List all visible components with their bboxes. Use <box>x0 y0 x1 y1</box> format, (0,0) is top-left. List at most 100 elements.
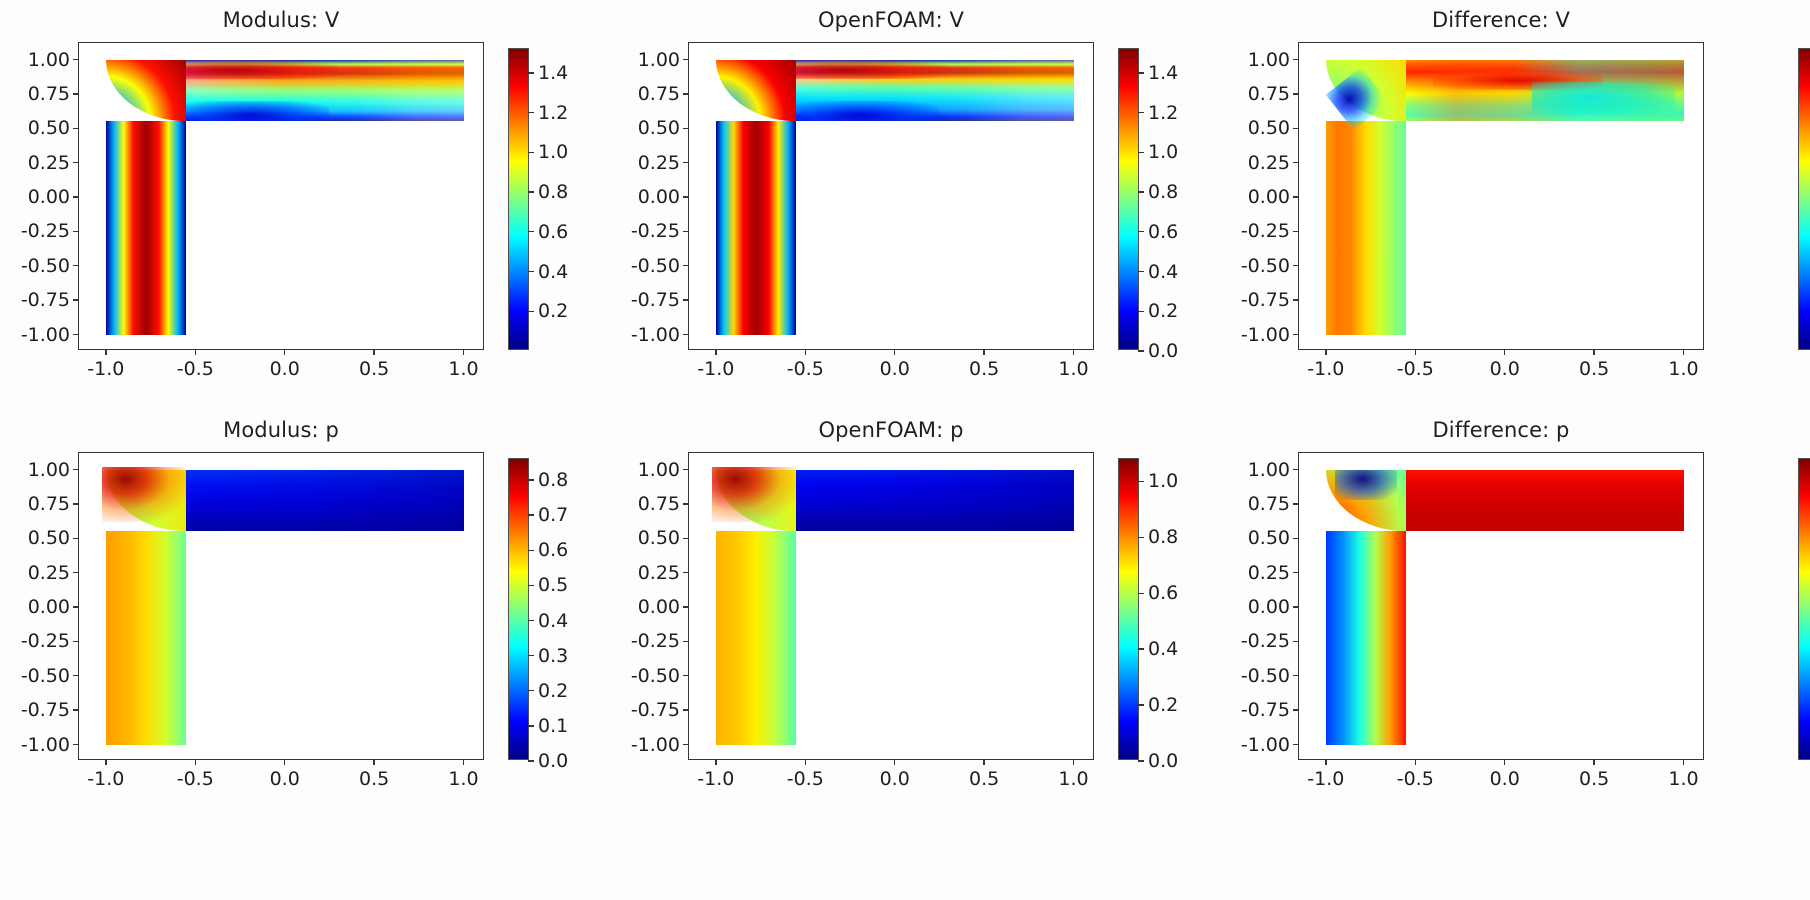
xtick-label: 0.0 <box>269 358 300 380</box>
xtick-mark <box>1325 759 1327 765</box>
xtick-label: 0.5 <box>359 358 390 380</box>
ytick-label: 1.00 <box>1247 458 1290 481</box>
colorbar-modulus-v: 1.4 1.2 1.0 0.8 0.6 0.4 0.2 <box>508 48 568 350</box>
ytick-mark <box>1293 743 1299 746</box>
ytick-mark <box>1293 503 1299 505</box>
pipe-outlet-leg <box>796 469 1074 532</box>
colorbar-tick-label: 1.0 <box>538 141 569 164</box>
ytick-label: 0.50 <box>637 527 680 550</box>
xtick-mark <box>1414 349 1416 355</box>
colorbar-tick-mark <box>1138 151 1144 154</box>
ytick-mark <box>683 640 689 643</box>
ytick-mark <box>73 265 79 267</box>
ytick-label: -0.75 <box>20 289 70 312</box>
ytick-mark <box>1293 93 1299 95</box>
field-difference-p <box>1299 453 1703 759</box>
colorbar-tick-mark <box>528 549 534 551</box>
pipe-outlet-leg <box>186 469 464 532</box>
xtick-label: 0.5 <box>969 768 1000 790</box>
inlet-colormap <box>715 531 797 745</box>
separation-zone <box>186 100 330 122</box>
colorbar-tick-label: 0.4 <box>1148 638 1179 661</box>
colorbar-tick-label: 0.8 <box>538 469 569 492</box>
ytick-mark <box>73 333 79 336</box>
xtick-label: -1.0 <box>1307 768 1345 790</box>
xtick-mark <box>1593 349 1595 355</box>
colorbar-tick-label: 0.6 <box>1148 582 1179 605</box>
ytick-label: 0.25 <box>27 151 70 174</box>
ytick-mark <box>683 468 689 471</box>
colorbar-tick-mark <box>1138 111 1144 114</box>
pipe-inlet-leg <box>715 121 797 335</box>
ytick-mark <box>1293 196 1299 198</box>
ytick-label: -1.00 <box>1240 323 1290 346</box>
colorbar-modulus-p: 0.8 0.7 0.6 0.5 0.4 0.3 0.2 0.1 0.0 <box>508 458 568 772</box>
pipe-inlet-leg <box>105 121 187 335</box>
axes-openfoam-v: 1.00 0.75 0.50 0.25 0.00 -0.25 -0.50 -0.75 -1.00… <box>631 42 1094 380</box>
colorbar-gradient <box>1119 459 1138 759</box>
ytick-label: 0.75 <box>1247 492 1290 515</box>
colorbar-tick-mark <box>528 619 534 622</box>
colorbar-gradient <box>1799 49 1810 349</box>
pressure-peak <box>712 466 797 522</box>
velocity-core <box>186 59 339 79</box>
xtick-label: -1.0 <box>87 358 125 380</box>
colorbar-tick-mark <box>528 111 534 114</box>
ytick-mark <box>1293 265 1299 267</box>
ytick-label: -0.25 <box>20 630 70 653</box>
colorbar-tick-label: 0.4 <box>538 609 569 632</box>
xtick-label: -0.5 <box>176 358 214 380</box>
colorbar-tick-mark <box>528 584 534 587</box>
ytick-mark <box>1293 606 1299 608</box>
xtick-mark <box>1325 349 1327 355</box>
xtick-label: -1.0 <box>87 768 125 790</box>
xtick-mark <box>373 759 375 765</box>
pipe-inlet-leg <box>715 531 797 745</box>
ytick-label: 0.50 <box>1247 117 1290 140</box>
ytick-label: 0.00 <box>637 186 680 208</box>
colorbar-tick-label: 1.4 <box>538 61 569 84</box>
colorbar-tick-label: 1.0 <box>1148 470 1179 493</box>
ytick-label: -0.50 <box>1240 254 1290 277</box>
ytick-label: -0.75 <box>630 699 680 722</box>
ytick-mark <box>683 743 689 746</box>
xtick-mark <box>983 759 985 765</box>
ytick-mark <box>683 503 689 505</box>
inlet-colormap <box>1325 121 1407 335</box>
colorbar-tick-label: 0.7 <box>538 504 569 527</box>
pipe-inlet-leg <box>1325 531 1407 745</box>
xtick-label: -1.0 <box>1307 358 1345 380</box>
ytick-mark <box>683 230 689 233</box>
colorbar-tick-label: 0.4 <box>538 260 569 283</box>
ytick-label: -0.50 <box>20 254 70 277</box>
colorbar-tick-label: 0.8 <box>1148 526 1179 549</box>
ytick-label: 1.00 <box>637 458 680 481</box>
colorbar-tick-mark <box>528 231 534 233</box>
ytick-label: 0.50 <box>27 117 70 140</box>
xtick-mark <box>1503 759 1506 765</box>
xtick-label: 0.5 <box>1579 768 1610 790</box>
colorbar-tick-label: 1.2 <box>1148 101 1179 124</box>
ytick-mark <box>683 709 689 711</box>
xtick-mark <box>804 349 806 355</box>
ytick-mark <box>1293 333 1299 336</box>
xtick-mark <box>105 759 107 765</box>
inlet-colormap <box>105 531 187 745</box>
ytick-label: 0.75 <box>27 492 70 515</box>
ytick-label: -1.00 <box>20 323 70 346</box>
colorbar-tick-label: 0.0 <box>538 750 569 772</box>
ytick-mark <box>1293 709 1299 711</box>
negative-error-pocket <box>1531 81 1675 115</box>
colorbar-tick-label: 1.2 <box>538 101 569 124</box>
colorbar-tick-mark <box>1138 72 1144 74</box>
ytick-mark <box>1293 640 1299 643</box>
xtick-label: 1.0 <box>1668 768 1699 790</box>
xtick-mark <box>804 759 806 765</box>
ytick-mark <box>1293 161 1299 164</box>
inlet-shading <box>715 531 797 745</box>
colorbar-gradient <box>1119 49 1138 349</box>
